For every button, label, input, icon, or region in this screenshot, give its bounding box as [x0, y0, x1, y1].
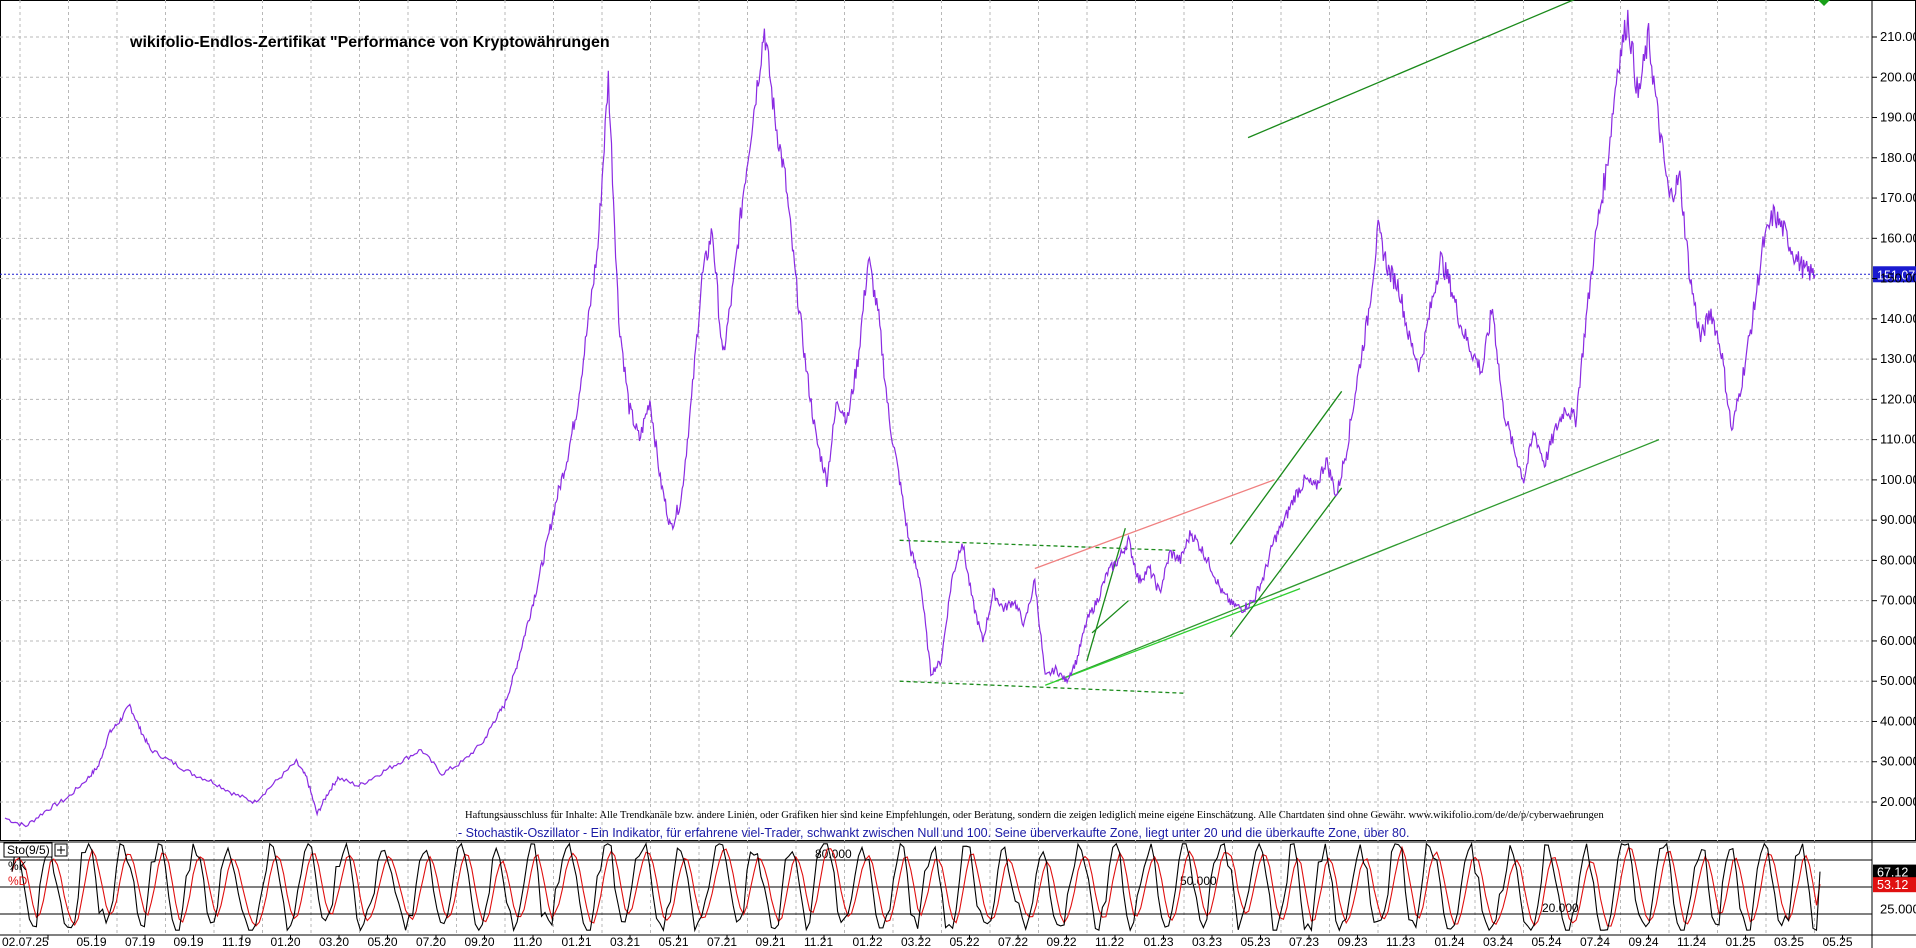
price-series	[4, 9, 1816, 828]
y-tick-label: 100.00	[1880, 472, 1916, 487]
y-tick-label: 160.00	[1880, 230, 1916, 245]
x-tick-label: 05.22	[950, 935, 980, 948]
trend-line	[1247, 0, 1575, 139]
y-tick-label: 40.000	[1880, 713, 1916, 728]
trend-line	[1055, 439, 1660, 682]
disclaimer-text: Haftungsausschluss für Inhalte: Alle Tre…	[465, 810, 1604, 821]
x-tick-label: 01.24	[1435, 935, 1465, 948]
trend-line	[1086, 528, 1126, 662]
y-tick-label: 140.00	[1880, 311, 1916, 326]
x-tick-label: 01.22	[853, 935, 883, 948]
x-tick-label: 07.22	[998, 935, 1028, 948]
marker-icon	[1818, 0, 1830, 6]
y-tick-label: 60.000	[1880, 633, 1916, 648]
x-tick-label: 07.19	[125, 935, 155, 948]
x-tick-label: 11.21	[804, 935, 833, 948]
chart-title: wikifolio-Endlos-Zertifikat "Performance…	[129, 34, 610, 51]
y-tick-label: 190.00	[1880, 110, 1916, 125]
x-tick-label: 11.23	[1386, 935, 1415, 948]
y-tick-label: 110.00	[1880, 432, 1916, 447]
k-value-badge	[1873, 864, 1916, 880]
y-tick-label: 210.00	[1880, 29, 1916, 44]
x-tick-label: 09.20	[465, 935, 495, 948]
x-tick-label: 09.24	[1629, 935, 1659, 948]
d-value-label: 53.12	[1877, 878, 1908, 892]
x-tick-label: 05.21	[659, 935, 689, 948]
x-tick-label: 09.23	[1338, 935, 1368, 948]
trend-line	[1229, 487, 1343, 638]
trend-line	[899, 680, 1186, 694]
stoch-d-line	[11, 845, 1821, 927]
x-tick-label: 03.24	[1483, 935, 1513, 948]
y-tick-label: 120.00	[1880, 391, 1916, 406]
y-axis: 20.000 30.000 40.000 50.000 60.000 70.000 80.0…	[1872, 29, 1916, 809]
k-value-label: 67.12	[1877, 866, 1908, 880]
last-price-label: 151.07	[1877, 268, 1915, 282]
last-price-marker: 151.07	[0, 0, 1916, 283]
trend-line	[1229, 390, 1343, 545]
d-value-badge	[1873, 877, 1916, 893]
x-tick-label: 05.23	[1241, 935, 1271, 948]
x-tick-label: 01.21	[562, 935, 592, 948]
trend-lines	[899, 0, 1660, 694]
x-tick-label: 07.23	[1289, 935, 1319, 948]
y-tick-label: 150.00	[1880, 271, 1916, 286]
y-tick-label: 130.00	[1880, 351, 1916, 366]
x-tick-label: 03.25	[1774, 935, 1804, 948]
stoch-k-line	[11, 841, 1821, 933]
y-tick-label: 70.000	[1880, 593, 1916, 608]
trend-line	[1044, 587, 1301, 686]
x-tick-label: 07.21	[707, 935, 737, 948]
x-tick-label: 09.21	[756, 935, 786, 948]
x-tick-label: 11.20	[513, 935, 542, 948]
x-tick-label: 03.22	[901, 935, 931, 948]
indicator-name: Sto(9/5)	[7, 843, 50, 857]
indicator-description: - Stochastik-Oszillator - Ein Indikator,…	[458, 826, 1409, 840]
x-tick-label: 07.24	[1580, 935, 1610, 948]
x-tick-label: 01.23	[1144, 935, 1174, 948]
x-tick-label: 03.20	[319, 935, 349, 948]
price-line	[4, 9, 1816, 828]
k-label: %K	[8, 859, 27, 873]
y-tick-label: 50.000	[1880, 673, 1916, 688]
x-tick-label: 03.21	[610, 935, 640, 948]
stochastic-panel: 80.00050.00020.000Sto(9/5)%K%D67.1253.12…	[0, 841, 1916, 933]
y-tick-label: 90.000	[1880, 512, 1916, 527]
x-tick-label: 05.24	[1532, 935, 1562, 948]
x-axis: 02.07.25 05.19 07.19 09.19 11.19 01.20 03.20 05…	[0, 934, 1916, 948]
x-tick-label: 07.20	[416, 935, 446, 948]
x-tick-label: 11.19	[222, 935, 251, 948]
d-label: %D	[8, 874, 28, 888]
y-tick-label: 180.00	[1880, 150, 1916, 165]
last-price-badge	[1873, 266, 1916, 283]
trend-line	[1091, 600, 1129, 634]
y-tick-label: 30.000	[1880, 754, 1916, 769]
y-tick-label: 20.000	[1880, 794, 1916, 809]
x-tick-label: 09.19	[174, 935, 204, 948]
x-tick-label: 05.19	[77, 935, 107, 948]
y-tick-label: 80.000	[1880, 552, 1916, 567]
indicator-y-tick: 25.000	[1880, 902, 1916, 917]
x-tick-label: 05.20	[368, 935, 398, 948]
x-tick-label: 01.20	[271, 935, 301, 948]
indicator-name-box	[3, 842, 53, 858]
x-tick-label: 05.25	[1823, 935, 1853, 948]
trend-line	[1034, 479, 1275, 570]
x-tick-label: 11.24	[1677, 935, 1706, 948]
y-tick-label: 200.00	[1880, 69, 1916, 84]
x-tick-label: 03.23	[1192, 935, 1222, 948]
y-tick-label: 170.00	[1880, 190, 1916, 205]
x-tick-label: 01.25	[1726, 935, 1756, 948]
x-tick-label: 09.22	[1047, 935, 1077, 948]
trend-line	[899, 539, 1176, 552]
x-tick-label: 02.07.25	[2, 935, 49, 948]
x-tick-label: 11.22	[1095, 935, 1124, 948]
